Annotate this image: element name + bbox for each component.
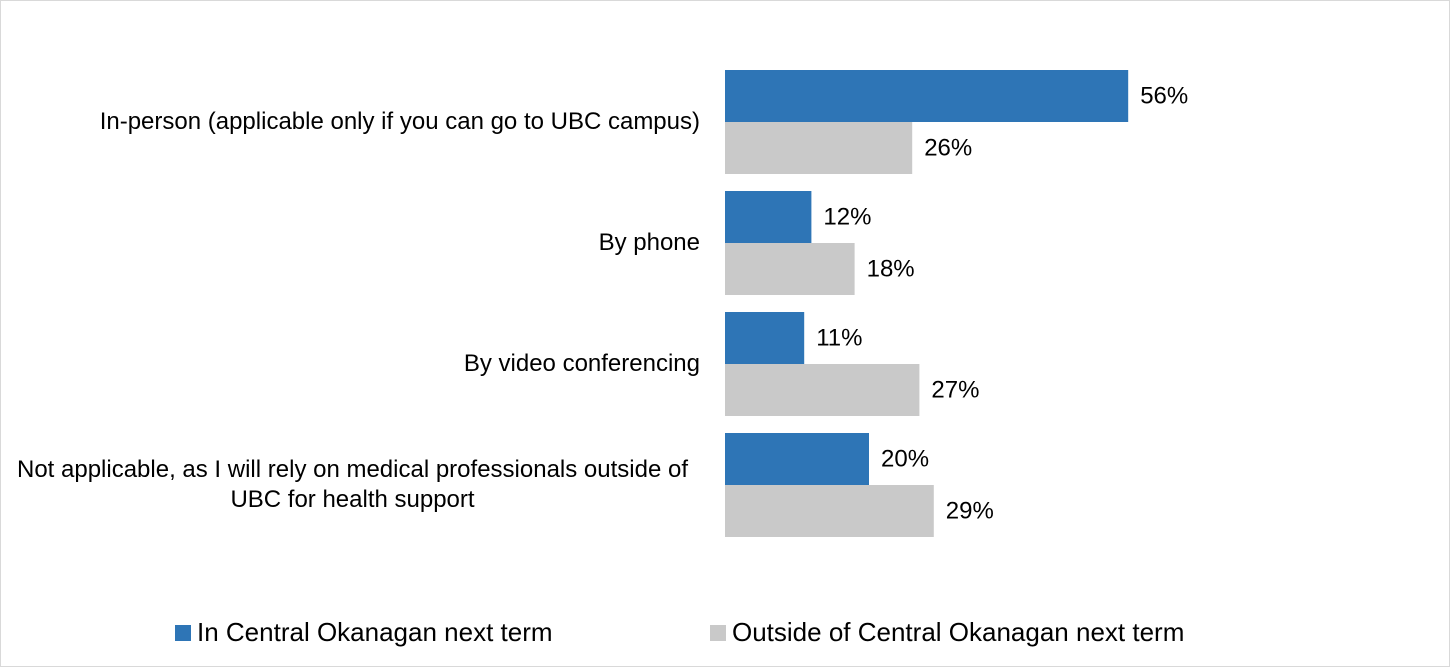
legend-swatch bbox=[175, 625, 191, 641]
value-label: 11% bbox=[816, 324, 862, 351]
bar bbox=[725, 364, 920, 416]
bar bbox=[725, 122, 913, 174]
value-label: 29% bbox=[946, 497, 994, 524]
bar bbox=[725, 70, 1129, 122]
value-label: 18% bbox=[867, 255, 915, 282]
category-label-box: By video conferencing bbox=[5, 349, 700, 379]
category-label-box: In-person (applicable only if you can go… bbox=[5, 107, 700, 137]
category-label: By video conferencing bbox=[463, 350, 700, 377]
bar bbox=[725, 312, 805, 364]
value-label: 56% bbox=[1140, 82, 1188, 109]
bar bbox=[725, 485, 934, 537]
bar bbox=[725, 191, 812, 243]
value-label: 20% bbox=[881, 445, 929, 472]
value-label: 26% bbox=[924, 134, 972, 161]
legend-swatch bbox=[710, 625, 726, 641]
bar bbox=[725, 433, 869, 485]
category-label-box: Not applicable, as I will rely on medica… bbox=[5, 455, 700, 515]
legend-label: In Central Okanagan next term bbox=[197, 617, 553, 647]
category-label: By phone bbox=[598, 229, 700, 256]
value-label: 27% bbox=[931, 376, 979, 403]
category-label: In-person (applicable only if you can go… bbox=[99, 108, 700, 135]
value-label: 12% bbox=[823, 203, 871, 230]
category-label-box: By phone bbox=[5, 228, 700, 258]
legend-label: Outside of Central Okanagan next term bbox=[732, 617, 1184, 647]
bar bbox=[725, 243, 855, 295]
category-label: Not applicable, as I will rely on medica… bbox=[16, 456, 688, 513]
